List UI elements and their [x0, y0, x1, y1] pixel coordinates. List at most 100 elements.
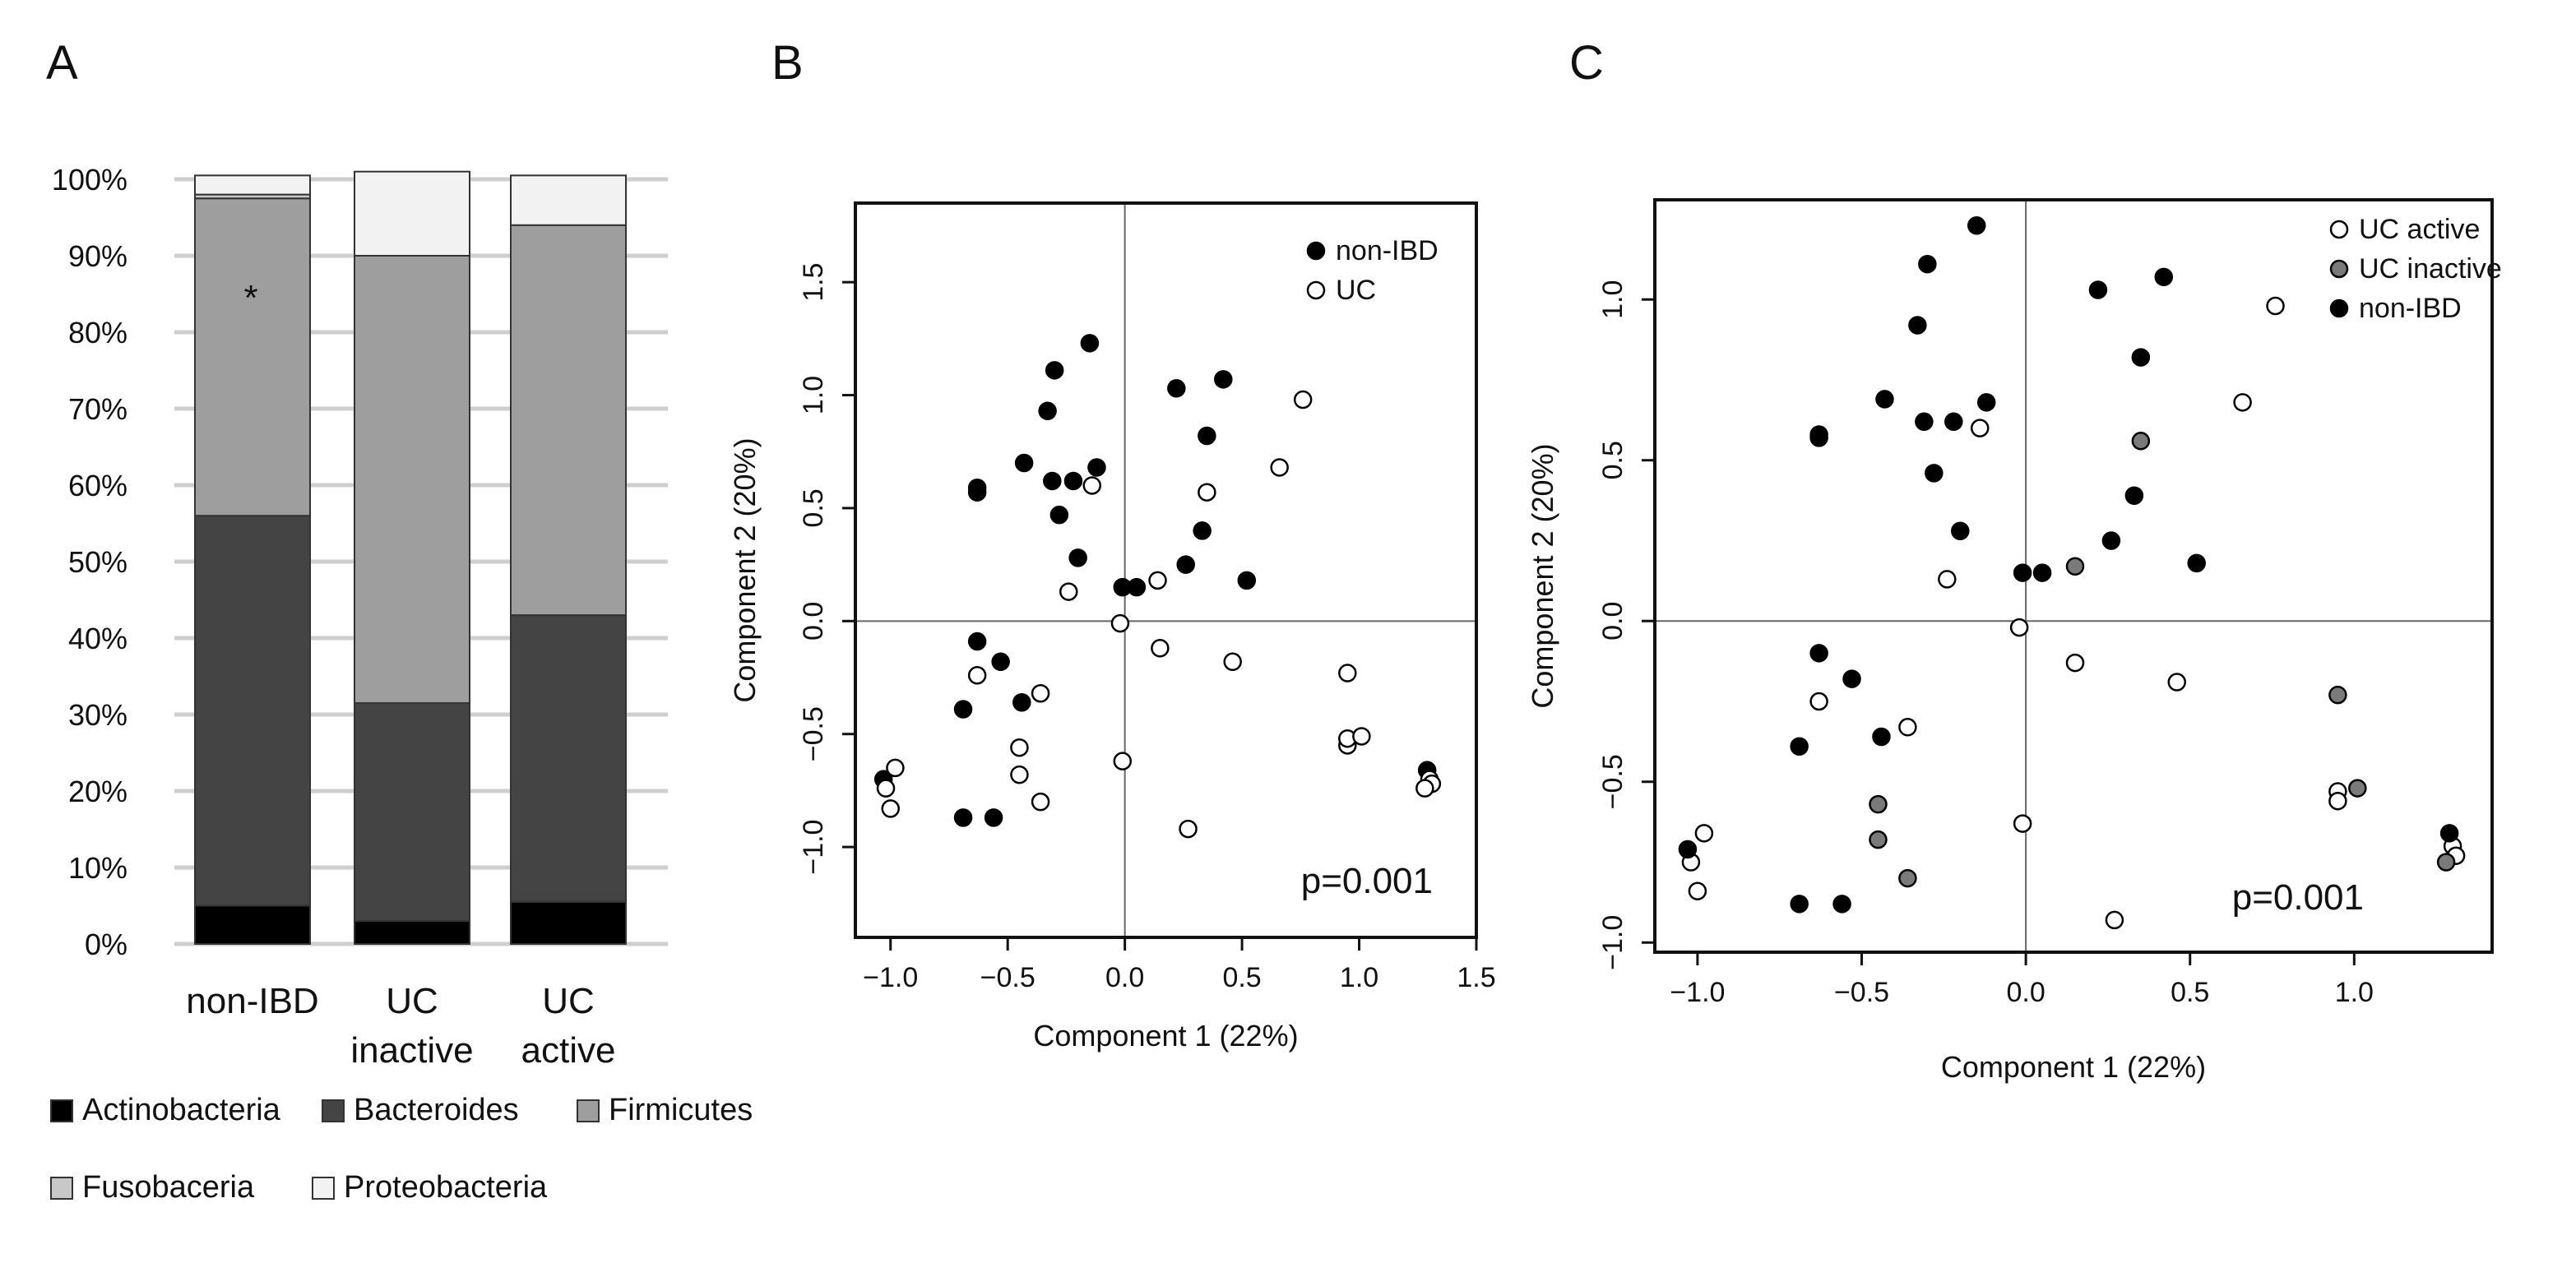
panel-label-a: A: [46, 36, 78, 90]
data-point: [967, 483, 987, 502]
bar-segment: [510, 900, 627, 945]
data-point: [2088, 280, 2108, 299]
data-point: [1014, 453, 1034, 473]
data-point: [2101, 531, 2121, 550]
data-point: [2328, 791, 2347, 811]
legend-label: Fusobaceria: [82, 1170, 255, 1205]
x-tick-label: 0.0: [1105, 962, 1144, 993]
data-point: [2187, 553, 2206, 573]
data-point: [1809, 428, 1828, 447]
data-point: [886, 758, 905, 778]
panel-c-scatter-plot: −1.0 −0.5 0.0 0.5 1.0 −1.0 −0.5 0.0 0.5 1.0 Compon…: [1526, 198, 2502, 1084]
data-point: [2154, 267, 2174, 287]
data-point: [2439, 824, 2459, 843]
p-value-annotation: p=0.001: [2232, 877, 2364, 918]
y-tick-label: 0.5: [1597, 441, 1629, 479]
bar-segment: [510, 614, 627, 903]
bar-segment: [354, 702, 470, 923]
y-tick-label: −0.5: [798, 706, 829, 761]
panel-a-stacked-bar-chart: 0% 10% 20% 30% 40% 50% 60% 70% 80% 90% 100% non-IBD…: [50, 163, 753, 1205]
p-value-annotation: p=0.001: [1301, 861, 1433, 901]
legend-swatch: [50, 1099, 73, 1122]
bar-segment: [354, 255, 470, 705]
data-point: [1809, 692, 1828, 711]
x-tick-label: UC: [542, 981, 595, 1021]
data-point: [1049, 505, 1069, 525]
data-point: [1198, 426, 1216, 446]
legend-label: non-IBD: [1336, 235, 1439, 266]
panel-label-c: C: [1569, 36, 1604, 90]
panel-b-scatter-plot: −1.0 −0.5 0.0 0.5 1.0 1.5 −1.0 −0.5 0.0 0.5 1.0 1.5…: [728, 201, 1496, 1052]
plot-frame: [854, 201, 1478, 939]
data-point: [1179, 819, 1198, 839]
data-point: [1082, 476, 1102, 495]
bar-segment: [194, 515, 311, 907]
data-point: [1875, 390, 1894, 409]
x-axis-title: Component 1 (22%): [1033, 1019, 1298, 1052]
x-tick-label: active: [521, 1030, 616, 1071]
data-point: [1043, 471, 1062, 491]
data-point: [1678, 840, 1698, 859]
data-point: [1790, 895, 1809, 914]
x-tick-label: 0.5: [2171, 977, 2209, 1008]
data-point: [953, 808, 973, 827]
data-point: [1976, 393, 1996, 412]
data-point: [1872, 727, 1891, 747]
data-point: [2167, 673, 2187, 692]
data-point: [1031, 683, 1050, 703]
data-point: [2348, 779, 2367, 798]
legend-marker: [1306, 280, 1326, 300]
x-tick-label: 1.5: [1457, 962, 1495, 993]
bar-segment: [510, 224, 627, 617]
y-tick-label: 20%: [68, 775, 127, 808]
y-tick-label: −0.5: [1597, 754, 1629, 809]
data-point: [1198, 483, 1216, 502]
data-point: [1809, 644, 1828, 663]
data-point: [1113, 752, 1133, 770]
data-point: [1869, 830, 1888, 849]
data-point: [2065, 653, 2085, 673]
legend-marker: [2329, 298, 2349, 318]
data-point: [1010, 765, 1029, 784]
legend-marker: [2329, 259, 2349, 279]
y-tick-label: 10%: [68, 851, 127, 885]
data-point: [1915, 412, 1934, 432]
data-point: [1970, 419, 1990, 437]
y-tick-label: 90%: [68, 239, 127, 273]
y-tick-label: 0.5: [798, 488, 829, 527]
data-point: [2065, 557, 2085, 576]
data-point: [1176, 555, 1195, 574]
data-point: [1193, 521, 1212, 540]
plot-frame: [1653, 198, 2494, 954]
y-tick-label: 0%: [85, 928, 127, 961]
data-point: [984, 808, 1003, 827]
y-tick-label: 70%: [68, 392, 127, 426]
bar-segment: [354, 170, 470, 257]
data-point: [2266, 296, 2285, 316]
data-point: [2436, 853, 2456, 872]
x-tick-label: 1.0: [2335, 977, 2374, 1008]
data-point: [1237, 571, 1257, 590]
legend-label: Proteobacteria: [344, 1170, 548, 1205]
legend-label: UC active: [2359, 214, 2480, 245]
x-tick-label: inactive: [350, 1030, 473, 1071]
bar-segment: [354, 920, 470, 945]
x-tick-label: non-IBD: [186, 981, 318, 1021]
data-point: [1293, 390, 1313, 409]
x-tick-label: −1.0: [1670, 977, 1725, 1008]
data-point: [1352, 727, 1371, 746]
y-tick-label: 1.0: [798, 376, 829, 414]
data-point: [2124, 486, 2144, 505]
y-tick-label: 80%: [68, 316, 127, 349]
data-point: [1110, 613, 1130, 633]
data-point: [1012, 692, 1031, 712]
y-axis-title: Component 2 (20%): [1526, 443, 1559, 708]
y-tick-label: 100%: [52, 163, 127, 197]
data-point: [2009, 618, 2029, 637]
data-point: [1059, 582, 1078, 601]
legend-label: Firmicutes: [609, 1093, 753, 1127]
data-point: [1694, 824, 1714, 843]
panel-label-b: B: [771, 36, 804, 90]
x-tick-label: 1.0: [1340, 962, 1378, 993]
data-point: [1415, 779, 1434, 798]
